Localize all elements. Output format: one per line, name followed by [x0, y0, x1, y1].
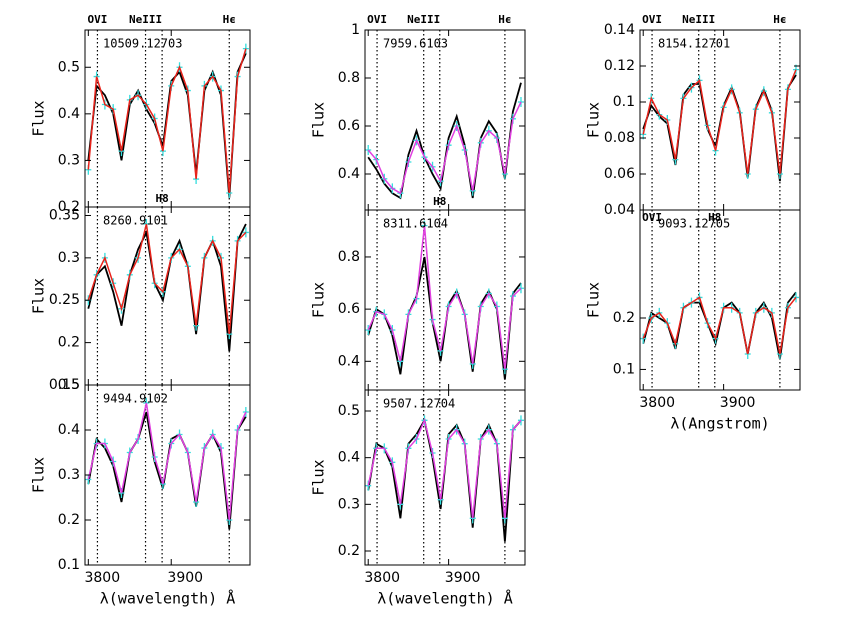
line-label: Hϵ	[223, 13, 236, 26]
plot-area	[365, 30, 524, 210]
y-tick-label: 0.15	[49, 377, 80, 393]
line-label: OVI	[642, 13, 662, 26]
y-tick-label: 0.4	[58, 422, 80, 438]
spectrum-line	[87, 223, 247, 335]
y-tick-label: 0.2	[58, 335, 80, 351]
y-tick-label: 0.2	[338, 543, 360, 559]
x-tick-label: 3800	[364, 570, 400, 586]
line-label: H8	[433, 195, 446, 208]
y-tick-label: 0.4	[338, 166, 360, 182]
y-axis-label: Flux	[30, 100, 48, 136]
y-tick-label: 0.1	[58, 557, 80, 573]
line-label: NeIII	[407, 13, 440, 26]
sample-label: 9093.12705	[658, 217, 730, 231]
error-marker	[517, 283, 524, 294]
y-tick-label: 0.6	[338, 118, 360, 134]
line-label: H8	[708, 211, 721, 224]
y-tick-label: 0.08	[604, 130, 635, 146]
plot-area	[640, 30, 799, 210]
plot-area	[640, 210, 799, 390]
spectrum-line	[87, 52, 247, 198]
spectrum-line	[87, 223, 247, 352]
y-tick-label: 0.3	[58, 467, 80, 483]
y-axis-label: Flux	[585, 102, 603, 138]
y-axis-label: Flux	[30, 457, 48, 493]
x-tick-label: 3900	[167, 570, 203, 586]
y-tick-label: 0.06	[604, 166, 635, 182]
spectrum-line	[642, 69, 797, 175]
plot-area	[85, 385, 249, 565]
y-axis-label: Flux	[310, 102, 328, 138]
y-axis-label: Flux	[30, 278, 48, 314]
axes-frame	[84, 384, 251, 566]
x-tick-label: 3900	[445, 570, 481, 586]
sample-label: 7959.6103	[383, 37, 448, 51]
line-label: Hϵ	[498, 13, 511, 26]
sample-label: 9507.12704	[383, 397, 455, 411]
x-tick-label: 3900	[720, 395, 756, 411]
axes-frame	[639, 209, 801, 391]
y-tick-label: 0.5	[58, 377, 80, 393]
y-tick-label: 0.5	[338, 403, 360, 419]
spectrum-line	[642, 296, 797, 355]
spectrum-line	[367, 101, 522, 195]
line-label: OVI	[87, 13, 107, 26]
plot-area	[365, 390, 524, 565]
y-axis-label: Flux	[310, 282, 328, 318]
y-tick-label: 0.3	[58, 250, 80, 266]
axes-frame	[364, 209, 526, 391]
x-axis-label: λ(wavelength) Å	[377, 589, 512, 608]
y-tick-label: 0.3	[58, 152, 80, 168]
y-tick-label: 0.2	[613, 310, 635, 326]
x-axis-label: λ(wavelength) Å	[100, 589, 235, 608]
plot-area	[85, 207, 249, 385]
y-tick-label: 0.5	[58, 59, 80, 75]
x-tick-label: 3800	[84, 570, 120, 586]
sample-label: 10509.12703	[103, 37, 182, 51]
sample-label: 8154.12701	[658, 37, 730, 51]
axes-frame	[364, 389, 526, 566]
y-tick-label: 0.04	[604, 202, 635, 218]
sample-label: 8311.6104	[383, 217, 448, 231]
line-label: OVI	[367, 13, 387, 26]
spectrum-line	[87, 48, 247, 194]
y-tick-label: 0.8	[338, 249, 360, 265]
y-tick-label: 1	[351, 22, 360, 38]
spectrum-line	[367, 417, 522, 519]
axes-frame	[364, 29, 526, 211]
y-tick-label: 0.14	[604, 22, 635, 38]
sample-label: 9494.9102	[103, 392, 168, 406]
y-tick-label: 0.1	[613, 361, 635, 377]
y-tick-label: 0.6	[338, 301, 360, 317]
y-tick-label: 0.1	[613, 94, 635, 110]
line-label: Hϵ	[773, 13, 786, 26]
y-axis-label: Flux	[310, 459, 328, 495]
sample-label: 8260.9101	[103, 214, 168, 228]
line-label: H8	[155, 192, 168, 205]
y-tick-label: 0.2	[58, 199, 80, 215]
y-tick-label: 0.4	[338, 450, 360, 466]
spectrum-line	[87, 411, 247, 530]
line-label: OVI	[642, 211, 662, 224]
x-axis-label: λ(Angstrom)	[670, 415, 769, 433]
y-axis-label: Flux	[585, 282, 603, 318]
spectrum-line	[367, 417, 522, 542]
spectrum-line	[87, 402, 247, 521]
plot-area	[365, 210, 524, 390]
line-label: NeIII	[682, 13, 715, 26]
y-tick-label: 0.2	[58, 512, 80, 528]
y-tick-label: 0.4	[58, 106, 80, 122]
y-tick-label: 0.12	[604, 58, 635, 74]
y-tick-label: 0.4	[338, 353, 360, 369]
plot-area	[85, 30, 249, 207]
y-tick-label: 0.3	[338, 496, 360, 512]
x-tick-label: 3800	[639, 395, 675, 411]
y-tick-label: 0.8	[338, 70, 360, 86]
line-label: NeIII	[129, 13, 162, 26]
spectrum-line	[367, 225, 522, 370]
y-tick-label: 0.25	[49, 292, 80, 308]
y-tick-label: 0.35	[49, 207, 80, 223]
